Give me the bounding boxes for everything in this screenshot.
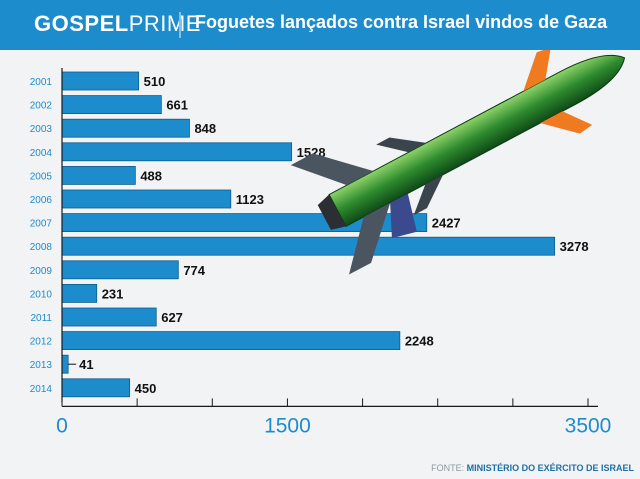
brand-light: PRIME — [128, 11, 201, 36]
brand-bold: GOSPEL — [34, 11, 129, 36]
source-note: FONTE: MINISTÉRIO DO EXÉRCITO DE ISRAEL — [431, 463, 634, 473]
bar-2008 — [61, 236, 556, 256]
bar-2001 — [61, 71, 140, 91]
value-label-2002: 661 — [166, 98, 188, 113]
category-label-2011: 2011 — [30, 313, 52, 324]
bar-2012 — [61, 331, 401, 351]
value-label-2007: 2427 — [432, 216, 461, 231]
bar-2010 — [61, 283, 98, 303]
x-axis: 2001 2002 2003 2004 2005 2006 2007 2008 2009 2010… — [30, 68, 612, 437]
bar-2004 — [61, 142, 293, 162]
chart-title: Foguetes lançados contra Israel vindos d… — [195, 12, 608, 32]
bar-2009 — [61, 260, 179, 280]
bar-chart: 5106618481528488112324273278774231627224… — [30, 50, 626, 437]
category-label-2010: 2010 — [30, 289, 53, 300]
category-label-2014: 2014 — [30, 384, 53, 395]
category-label-2006: 2006 — [30, 195, 53, 206]
category-label-2009: 2009 — [30, 266, 53, 277]
category-label-2012: 2012 — [30, 337, 53, 348]
value-label-2005: 488 — [140, 168, 162, 183]
category-label-2004: 2004 — [30, 148, 53, 159]
rocket-illustration — [290, 50, 626, 275]
value-label-2012: 2248 — [405, 334, 434, 349]
bar-2013 — [61, 354, 69, 374]
x-tick-label-1500: 1500 — [264, 414, 311, 437]
value-label-2008: 3278 — [560, 239, 589, 254]
bar-2005 — [61, 166, 136, 185]
value-label-2014: 450 — [135, 381, 157, 396]
header-bar: GOSPELPRIME Foguetes lançados contra Isr… — [0, 0, 640, 50]
header-divider — [179, 12, 181, 38]
category-label-2003: 2003 — [30, 124, 53, 135]
bar-2014 — [61, 378, 131, 398]
category-label-2005: 2005 — [30, 171, 53, 182]
source-label: FONTE: — [431, 463, 465, 473]
bar-2011 — [61, 307, 157, 327]
value-label-2003: 848 — [194, 121, 216, 136]
value-label-2010: 231 — [102, 286, 124, 301]
category-label-2013: 2013 — [30, 360, 53, 371]
value-label-2011: 627 — [161, 310, 183, 325]
value-label-2013: 41 — [79, 357, 93, 372]
category-label-2001: 2001 — [30, 77, 53, 88]
bar-2003 — [61, 118, 190, 138]
bar-2002 — [61, 95, 162, 114]
category-label-2008: 2008 — [30, 242, 53, 253]
value-label-2006: 1123 — [236, 192, 264, 207]
x-tick-label-3500: 3500 — [565, 414, 612, 437]
value-label-2009: 774 — [183, 263, 205, 278]
bar-2006 — [61, 189, 232, 209]
category-label-2007: 2007 — [30, 219, 53, 230]
source-value: MINISTÉRIO DO EXÉRCITO DE ISRAEL — [466, 463, 634, 473]
brand-logo: GOSPELPRIME — [34, 11, 201, 37]
value-label-2001: 510 — [144, 74, 166, 89]
category-label-2002: 2002 — [30, 101, 53, 112]
x-tick-label-0: 0 — [56, 414, 68, 437]
